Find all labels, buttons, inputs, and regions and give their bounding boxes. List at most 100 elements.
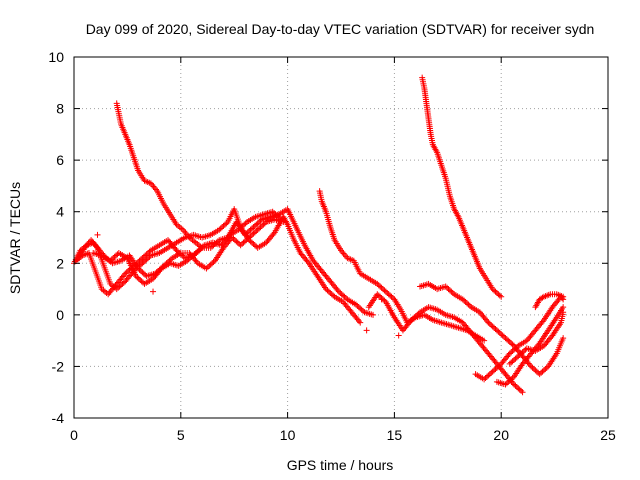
data-point — [459, 296, 466, 303]
data-point — [560, 309, 567, 316]
data-point — [508, 359, 515, 366]
data-point — [135, 275, 142, 282]
data-point — [258, 222, 265, 229]
data-point — [448, 288, 455, 295]
data-point — [120, 279, 127, 286]
x-tick-label: 20 — [493, 427, 509, 443]
data-point — [247, 233, 254, 240]
data-point — [250, 230, 257, 237]
data-point — [377, 293, 384, 300]
data-point — [157, 266, 164, 273]
data-point — [560, 335, 567, 342]
data-point — [513, 344, 520, 351]
data-point — [492, 288, 499, 295]
data-point — [244, 229, 251, 236]
data-point — [167, 256, 174, 263]
data-point — [338, 291, 345, 298]
data-point — [381, 297, 388, 304]
data-point — [387, 292, 394, 299]
data-point — [377, 283, 384, 290]
data-point — [328, 291, 335, 298]
data-point — [242, 220, 249, 227]
data-point — [352, 301, 359, 308]
y-tick-label: -4 — [52, 410, 65, 426]
data-point — [360, 307, 367, 314]
data-point — [548, 333, 555, 340]
data-point — [485, 372, 492, 379]
data-point — [269, 208, 276, 215]
data-point — [357, 319, 364, 326]
x-tick-label: 10 — [280, 427, 296, 443]
data-point — [389, 295, 396, 302]
x-tick-label: 15 — [387, 427, 403, 443]
data-point — [446, 287, 453, 294]
data-point — [139, 255, 146, 262]
data-point — [247, 226, 254, 233]
data-point — [489, 286, 496, 293]
data-point — [249, 231, 255, 238]
data-point — [520, 347, 527, 354]
data-point — [234, 239, 241, 246]
data-point — [491, 324, 498, 331]
data-point — [145, 255, 152, 262]
data-point — [231, 237, 238, 244]
y-tick-label: 4 — [56, 204, 64, 220]
data-point — [179, 252, 186, 259]
data-point — [239, 240, 246, 247]
data-point — [251, 229, 258, 236]
data-point — [243, 230, 250, 237]
y-axis-label: SDTVAR / TECUs — [7, 182, 23, 294]
data-point — [337, 289, 344, 296]
data-point — [505, 352, 512, 359]
data-point — [512, 355, 519, 362]
data-point — [137, 256, 144, 263]
data-point — [503, 336, 510, 343]
data-point — [506, 377, 513, 384]
data-point — [250, 240, 257, 247]
data-point — [415, 310, 422, 317]
data-layer — [71, 74, 567, 396]
data-point — [503, 380, 510, 387]
data-point — [241, 231, 248, 238]
data-point — [143, 251, 150, 258]
data-point — [194, 248, 201, 255]
data-point — [203, 265, 210, 272]
data-point — [240, 239, 247, 246]
data-point — [236, 225, 243, 232]
data-point — [505, 337, 512, 344]
data-point — [375, 282, 382, 289]
data-point — [491, 287, 498, 294]
data-point — [513, 384, 520, 391]
data-point — [486, 320, 493, 327]
data-point — [488, 369, 495, 376]
data-point — [355, 304, 362, 311]
data-point — [254, 226, 261, 233]
data-point — [498, 331, 505, 338]
data-point — [335, 288, 342, 295]
data-point — [518, 350, 525, 357]
data-point — [145, 249, 152, 256]
data-point — [493, 289, 500, 296]
data-point — [483, 373, 490, 380]
data-point — [409, 315, 416, 322]
data-point — [375, 292, 382, 299]
series-arc-12 — [506, 309, 567, 367]
data-point — [511, 381, 518, 388]
data-point — [137, 261, 144, 268]
plot-frame — [73, 56, 609, 419]
data-point — [116, 283, 123, 290]
data-point — [505, 378, 512, 385]
data-point — [188, 253, 195, 260]
data-point — [506, 350, 513, 357]
data-point — [108, 256, 115, 263]
data-point — [519, 349, 526, 356]
data-point — [363, 327, 370, 334]
data-point — [244, 235, 251, 242]
data-point — [187, 255, 194, 262]
data-point — [442, 283, 449, 290]
data-point — [325, 288, 332, 295]
data-point — [256, 225, 263, 232]
data-point — [512, 382, 519, 389]
y-tick-label: -2 — [52, 358, 65, 374]
data-point — [489, 323, 496, 330]
